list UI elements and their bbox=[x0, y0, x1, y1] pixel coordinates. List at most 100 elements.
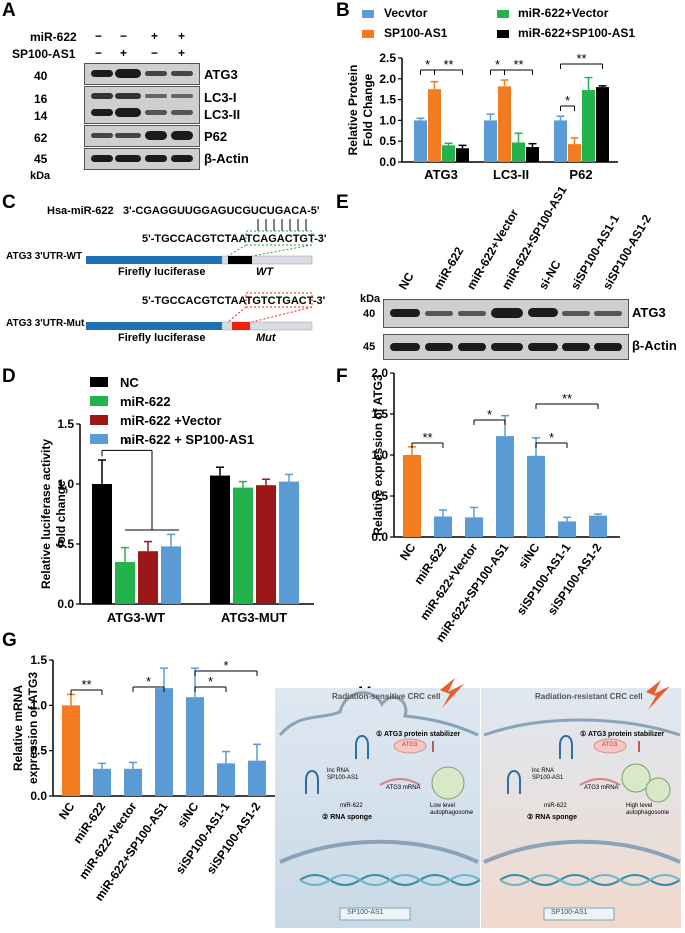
mw-40: 40 bbox=[34, 69, 48, 83]
bar bbox=[434, 516, 452, 537]
lightning-icon bbox=[440, 678, 464, 708]
bar bbox=[92, 484, 112, 604]
mirna-name: Hsa-miR-622 bbox=[47, 205, 114, 217]
mw-45: 45 bbox=[363, 341, 376, 353]
y-axis-label: Fold Change bbox=[361, 73, 375, 146]
bar bbox=[527, 455, 545, 537]
panel-label-c: C bbox=[2, 192, 16, 213]
sign: + bbox=[151, 29, 159, 43]
bar bbox=[62, 705, 80, 796]
sig-label: ** bbox=[81, 677, 91, 692]
mw-14: 14 bbox=[34, 109, 48, 123]
bar bbox=[93, 768, 111, 796]
right-cell-bg bbox=[481, 688, 681, 928]
wt-label: ATG3 3'UTR-WT bbox=[6, 251, 83, 262]
panel-label-d: D bbox=[2, 366, 16, 387]
bar bbox=[186, 697, 204, 796]
legend-swatch bbox=[362, 10, 374, 18]
mir-right: miR-622 bbox=[544, 803, 567, 809]
y-tick-label: 1.5 bbox=[30, 653, 47, 667]
luciferase-bar-mut bbox=[86, 322, 222, 330]
sign: + bbox=[178, 29, 186, 43]
x-tick-label: ATG3-MUT bbox=[221, 610, 287, 625]
protein-lc3-i: LC3-I bbox=[204, 90, 237, 105]
lightning-icon bbox=[646, 680, 670, 710]
mut-seq: 5'-TGCCACGTCTAATGTCTGACT-3' bbox=[142, 295, 326, 307]
mut-label: ATG3 3'UTR-Mut bbox=[6, 318, 85, 329]
luc-label: Firefly luciferase bbox=[118, 266, 206, 278]
sign: − bbox=[95, 29, 103, 43]
sign: − bbox=[151, 46, 159, 60]
bar bbox=[596, 87, 609, 162]
sig-label: * bbox=[146, 674, 151, 689]
wt-seq: 5'-TGCCACGTCTAATCAGACTGT-3' bbox=[142, 233, 327, 245]
y-tick-label: 1.0 bbox=[57, 477, 74, 491]
bar bbox=[484, 120, 497, 162]
panel-label-e: E bbox=[336, 192, 349, 213]
sig-label: * bbox=[495, 57, 500, 72]
y-tick-label: 2.0 bbox=[379, 72, 396, 86]
site-wt bbox=[228, 256, 252, 264]
y-tick-label: 1.5 bbox=[57, 417, 74, 431]
blot-e-atg3 bbox=[383, 299, 629, 328]
bar bbox=[161, 546, 181, 604]
bar bbox=[512, 142, 525, 162]
bar bbox=[589, 515, 607, 537]
y-axis-label: Relative luciferase activity bbox=[39, 439, 53, 589]
bar bbox=[256, 485, 276, 604]
bar bbox=[428, 89, 441, 162]
mut-tag: Mut bbox=[256, 332, 276, 344]
protein-e-atg3: ATG3 bbox=[632, 305, 666, 320]
sign: + bbox=[120, 46, 128, 60]
legend-swatch bbox=[497, 10, 509, 18]
mrna-left: ATG3 mRNA bbox=[386, 785, 421, 791]
bar bbox=[279, 481, 299, 604]
sig-label: * bbox=[208, 674, 213, 689]
y-tick-label: 0.5 bbox=[371, 489, 388, 503]
legend-label: NC bbox=[120, 375, 139, 390]
stabilizer-left: ① ATG3 protein stabilizer bbox=[376, 731, 461, 738]
bar bbox=[210, 475, 230, 604]
row-label-mir622: miR-622 bbox=[30, 30, 77, 44]
mw-40: 40 bbox=[363, 308, 376, 320]
blot-actin bbox=[84, 148, 200, 170]
protein-p62: P62 bbox=[204, 129, 228, 144]
lnc-right: lnc RNA SP100-AS1 bbox=[532, 768, 564, 781]
sig-label: ** bbox=[576, 51, 586, 66]
bar bbox=[403, 455, 421, 537]
blot-p62 bbox=[84, 125, 200, 147]
y-axis-label: expression of ATG3 bbox=[26, 672, 40, 784]
x-tick-label: P62 bbox=[569, 167, 592, 182]
kda-label: kDa bbox=[30, 170, 51, 182]
bar bbox=[217, 763, 235, 796]
bar bbox=[526, 147, 539, 162]
sig-label: * bbox=[565, 93, 570, 108]
bar bbox=[558, 521, 576, 537]
legend-label: miR-622 + SP100-AS1 bbox=[120, 432, 254, 447]
y-tick-label: 0.0 bbox=[371, 530, 388, 544]
gene-left: SP100-AS1 bbox=[347, 909, 384, 916]
sig-label: * bbox=[425, 57, 430, 72]
bar bbox=[456, 148, 469, 162]
wt-tag: WT bbox=[256, 266, 274, 278]
atg3-left: ATG3 bbox=[402, 742, 418, 748]
protein-e-actin: β-Actin bbox=[632, 338, 677, 353]
sponge-right: ② RNA sponge bbox=[527, 814, 577, 821]
sig-label: ** bbox=[562, 391, 572, 406]
row-label-sp100: SP100-AS1 bbox=[12, 47, 76, 61]
legend-label: miR-622+Vector bbox=[518, 6, 609, 20]
x-tick-label: ATG3-WT bbox=[107, 610, 165, 625]
sig-label: * bbox=[223, 658, 228, 673]
y-tick-label: 2.0 bbox=[371, 366, 388, 380]
legend-swatch bbox=[90, 415, 108, 425]
bar bbox=[124, 768, 142, 796]
sig-label: * bbox=[124, 436, 129, 451]
bar bbox=[498, 86, 511, 162]
sig-label: * bbox=[487, 407, 492, 422]
y-tick-label: 1.0 bbox=[371, 448, 388, 462]
